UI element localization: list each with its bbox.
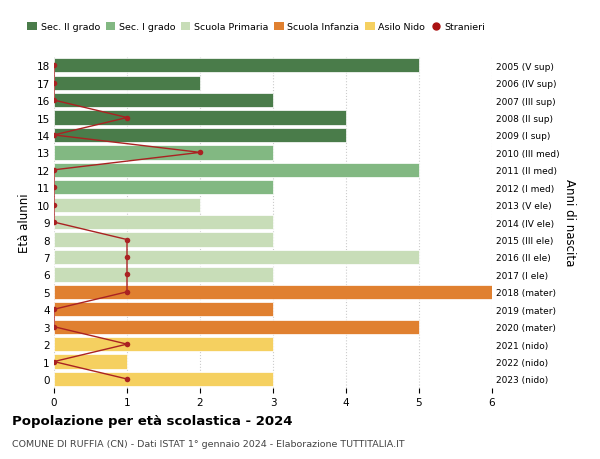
Point xyxy=(49,80,59,87)
Point xyxy=(49,202,59,209)
Bar xyxy=(54,302,273,317)
Bar xyxy=(54,355,127,369)
Point xyxy=(49,184,59,191)
Bar xyxy=(54,233,273,247)
Bar xyxy=(54,268,273,282)
Bar xyxy=(54,181,273,195)
Point xyxy=(49,167,59,174)
Bar xyxy=(54,250,419,264)
Bar xyxy=(54,111,346,125)
Bar xyxy=(54,337,273,352)
Bar xyxy=(54,163,419,178)
Legend: Sec. II grado, Sec. I grado, Scuola Primaria, Scuola Infanzia, Asilo Nido, Stran: Sec. II grado, Sec. I grado, Scuola Prim… xyxy=(23,19,488,36)
Point xyxy=(49,97,59,105)
Bar xyxy=(54,320,419,334)
Point xyxy=(122,271,132,279)
Point xyxy=(49,219,59,226)
Point xyxy=(49,358,59,365)
Point xyxy=(122,254,132,261)
Point xyxy=(122,236,132,244)
Bar xyxy=(54,129,346,143)
Point xyxy=(122,115,132,122)
Point xyxy=(122,341,132,348)
Bar xyxy=(54,76,200,90)
Bar xyxy=(54,59,419,73)
Point xyxy=(49,323,59,330)
Point xyxy=(49,306,59,313)
Point xyxy=(122,289,132,296)
Y-axis label: Anni di nascita: Anni di nascita xyxy=(563,179,577,266)
Bar xyxy=(54,198,200,213)
Bar xyxy=(54,94,273,108)
Point xyxy=(49,132,59,140)
Bar xyxy=(54,215,273,230)
Y-axis label: Età alunni: Età alunni xyxy=(18,193,31,252)
Text: Popolazione per età scolastica - 2024: Popolazione per età scolastica - 2024 xyxy=(12,414,293,428)
Point xyxy=(122,375,132,383)
Point xyxy=(195,149,205,157)
Bar xyxy=(54,146,273,160)
Point xyxy=(49,62,59,70)
Bar xyxy=(54,372,273,386)
Bar xyxy=(54,285,492,299)
Text: COMUNE DI RUFFIA (CN) - Dati ISTAT 1° gennaio 2024 - Elaborazione TUTTITALIA.IT: COMUNE DI RUFFIA (CN) - Dati ISTAT 1° ge… xyxy=(12,439,404,448)
